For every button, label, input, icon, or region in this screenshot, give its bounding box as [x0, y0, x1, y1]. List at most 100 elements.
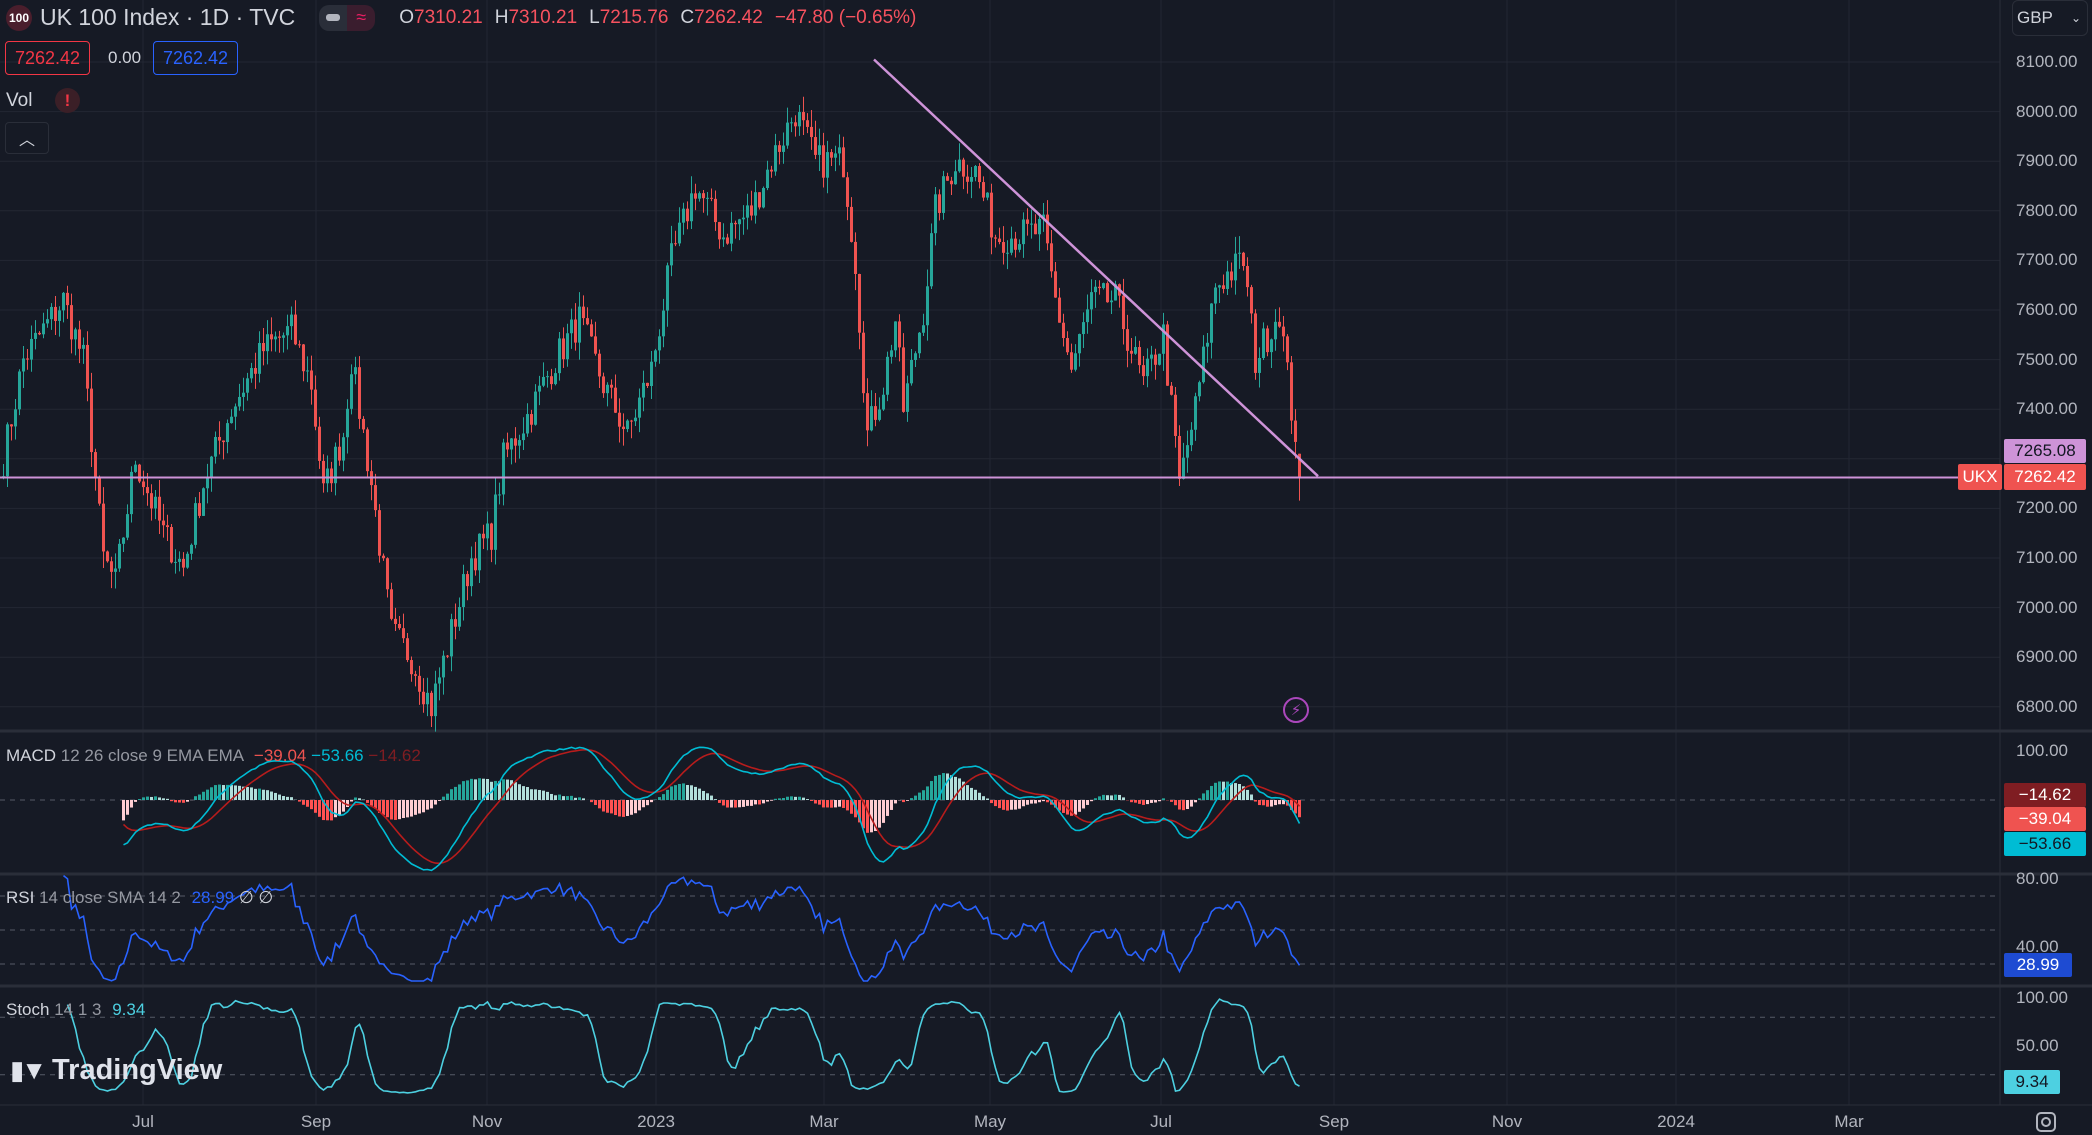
macd-histogram-bar — [614, 800, 617, 816]
macd-histogram-bar — [866, 800, 869, 833]
price-axis-label: 7600.00 — [2016, 300, 2078, 319]
candle-body — [446, 655, 449, 657]
candle-body — [1098, 286, 1101, 289]
macd-histogram-bar — [194, 796, 197, 800]
candle-body — [618, 412, 621, 427]
candle-body — [706, 197, 709, 199]
macd-histogram-bar — [266, 790, 269, 800]
candle-body — [602, 376, 605, 394]
macd-histogram-bar — [906, 800, 909, 801]
candle-body — [894, 321, 897, 351]
macd-histogram-bar — [750, 800, 753, 806]
candle-body — [578, 306, 581, 343]
macd-histogram-bar — [158, 797, 161, 800]
candle-body — [558, 338, 561, 374]
candle-body — [230, 416, 233, 424]
macd-histogram-bar — [1086, 800, 1089, 805]
macd-histogram-bar — [690, 785, 693, 800]
candle-body — [402, 628, 405, 639]
candle-body — [722, 237, 725, 240]
candle-body — [798, 112, 801, 127]
candle-body — [774, 145, 777, 172]
macd-histogram-bar — [510, 780, 513, 800]
buy-price-button[interactable]: 7262.42 — [153, 41, 239, 75]
macd-histogram-bar — [982, 796, 985, 800]
candle-body — [1058, 297, 1061, 323]
collapse-legend-button[interactable]: ︿ — [5, 122, 49, 154]
macd-histogram-bar — [1010, 800, 1013, 810]
candle-body — [1006, 252, 1009, 254]
currency-select[interactable]: GBP ⌄ — [2012, 0, 2088, 36]
macd-histogram-bar — [802, 797, 805, 800]
eye-icon[interactable] — [319, 4, 348, 31]
macd-histogram-bar — [234, 785, 237, 800]
candle-body — [1218, 285, 1221, 288]
compare-icon[interactable]: ≈ — [347, 4, 376, 31]
macd-histogram-bar — [486, 778, 489, 800]
macd-histogram-bar — [842, 800, 845, 808]
macd-histogram-bar — [1006, 800, 1009, 811]
candle-body — [90, 388, 93, 453]
candle-body — [294, 314, 297, 345]
candle-body — [426, 692, 429, 705]
time-axis-label: Sep — [1318, 1112, 1350, 1131]
volume-legend[interactable]: Vol — [6, 90, 33, 111]
candle-body — [1274, 321, 1277, 340]
candle-body — [74, 329, 77, 340]
candle-body — [546, 376, 549, 378]
candle-body — [1146, 358, 1149, 377]
candle-body — [50, 306, 53, 320]
macd-histogram-bar — [1278, 800, 1281, 805]
candle-body — [990, 192, 993, 238]
sell-price-button[interactable]: 7262.42 — [5, 41, 91, 75]
candle-body — [1282, 326, 1285, 337]
macd-histogram-bar — [610, 800, 613, 814]
candle-body — [198, 503, 201, 516]
settings-icon[interactable] — [2036, 1112, 2056, 1132]
macd-histogram-bar — [1026, 800, 1029, 805]
macd-legend[interactable]: MACD 12 26 close 9 EMA EMA −39.04 −53.66… — [6, 746, 421, 766]
macd-histogram-bar — [642, 800, 645, 808]
symbol-title[interactable]: UK 100 Index · 1D · TVC — [40, 4, 296, 30]
macd-histogram-bar — [582, 798, 585, 800]
macd-histogram-bar — [1122, 797, 1125, 800]
candle-body — [786, 122, 789, 146]
candle-body — [34, 332, 37, 339]
candle-body — [70, 305, 73, 340]
macd-histogram-bar — [418, 800, 421, 814]
candle-body — [414, 674, 417, 676]
candle-body — [1242, 252, 1245, 267]
macd-histogram-bar — [930, 781, 933, 800]
candle-body — [346, 408, 349, 438]
lightning-icon[interactable]: ⚡ — [1283, 697, 1309, 723]
macd-histogram-bar — [574, 797, 577, 800]
macd-histogram-bar — [990, 800, 993, 804]
macd-histogram-bar — [570, 795, 573, 800]
macd-axis-label: 100.00 — [2016, 741, 2068, 760]
candle-body — [1198, 382, 1201, 397]
candle-body — [846, 177, 849, 207]
candle-body — [178, 558, 181, 562]
visibility-toggle[interactable]: ≈ — [319, 4, 376, 31]
candle-body — [18, 371, 21, 410]
close-value: 7262.42 — [694, 6, 763, 28]
stoch-value: 9.34 — [112, 1000, 146, 1019]
stoch-legend[interactable]: Stoch 14 1 3 9.34 — [6, 1000, 145, 1020]
macd-histogram-bar — [210, 787, 213, 800]
macd-histogram-bar — [926, 786, 929, 800]
macd-histogram-bar — [782, 797, 785, 800]
candle-body — [1294, 420, 1297, 442]
candle-body — [1086, 309, 1089, 323]
candle-body — [162, 520, 165, 526]
macd-histogram-bar — [658, 797, 661, 800]
rsi-legend[interactable]: RSI 14 close SMA 14 2 28.99 ∅ ∅ — [6, 888, 273, 908]
candle-body — [674, 243, 677, 245]
candle-body — [802, 112, 805, 121]
warning-icon[interactable]: ! — [55, 88, 80, 113]
macd-histogram-bar — [766, 800, 769, 802]
macd-histogram-bar — [258, 788, 261, 800]
price-axis-label: 7900.00 — [2016, 151, 2078, 171]
macd-histogram-bar — [1250, 794, 1253, 800]
trend-line — [873, 58, 1319, 478]
